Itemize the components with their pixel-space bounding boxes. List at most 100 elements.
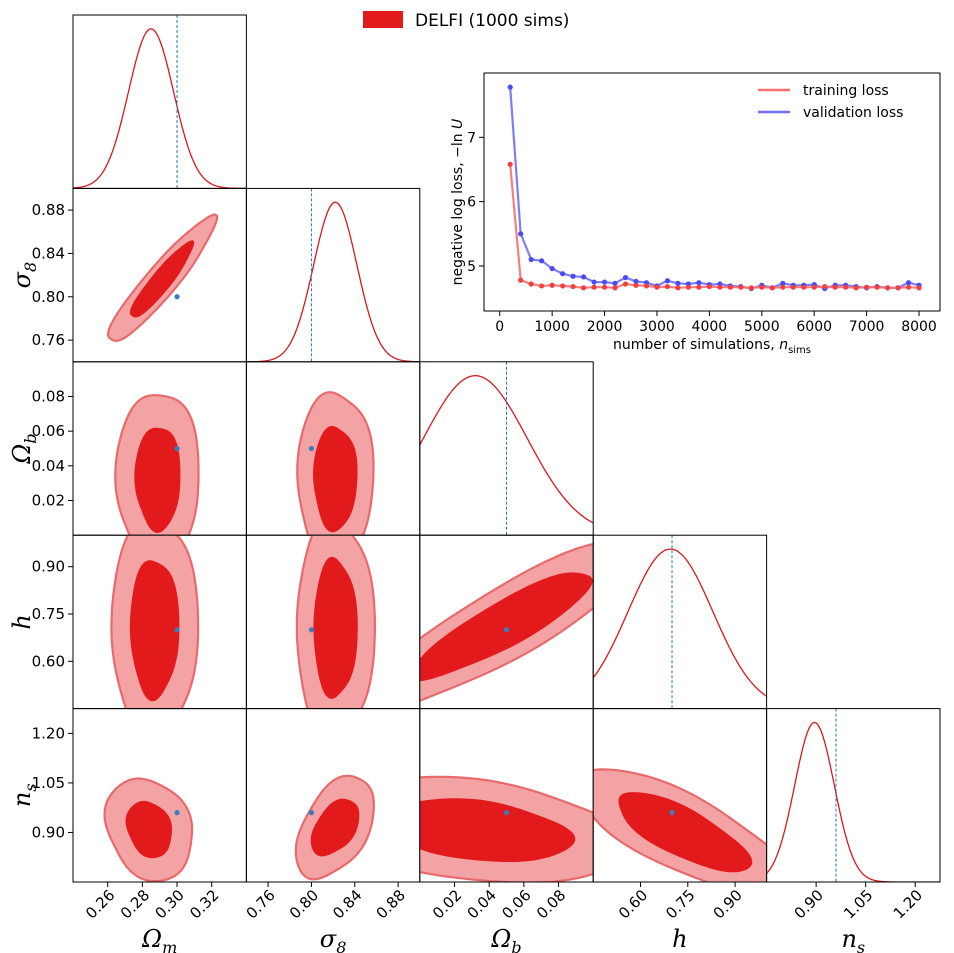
series-point-training: [884, 285, 891, 291]
ylabel-ns: ns: [8, 783, 40, 807]
series-point-training: [706, 283, 712, 290]
panel-frame: [766, 708, 941, 883]
inset-legend-label: validation loss: [803, 105, 903, 121]
series-line-validation: [509, 87, 920, 290]
inset-ylabel-text: negative log loss, −ln: [450, 133, 466, 285]
xlabel-symbol: Ω: [490, 925, 511, 953]
ytick-label: 0.75: [32, 605, 65, 623]
series-point-training: [696, 284, 702, 290]
series-point-training: [570, 283, 576, 290]
series-point-training: [518, 277, 524, 283]
series-point-training: [654, 284, 660, 290]
panel-Ob-Ob: [419, 361, 594, 536]
series-point-training: [769, 285, 775, 291]
truth-point-h-Om: [174, 627, 180, 633]
marginal-curve-Om: [73, 28, 247, 189]
series-point-training: [916, 285, 922, 291]
ytick-label: 0.06: [32, 422, 65, 440]
series-point-training: [748, 285, 754, 291]
xlabel-symbol: σ: [320, 925, 337, 953]
series-point-training: [780, 284, 786, 290]
contour-68-ns-h: [618, 792, 753, 873]
truth-point-ns-Om: [174, 810, 180, 816]
xtick-label: 0.90: [791, 886, 827, 922]
series-point-training: [905, 284, 912, 290]
inset-xtick-label: 5000: [744, 319, 780, 335]
inset-xtick-label: 3000: [639, 319, 675, 335]
series-point-training: [801, 284, 807, 290]
ytick-label: 0.02: [32, 492, 65, 510]
xlabel-subscript: 8: [336, 938, 346, 953]
ytick-label: 1.20: [32, 724, 65, 742]
series-point-validation: [507, 84, 513, 90]
contour-68-s8-Om: [129, 240, 195, 318]
series-point-validation: [591, 279, 597, 285]
series-point-validation: [696, 280, 702, 286]
xtick-label: 0.60: [615, 886, 651, 922]
contour-68-Ob-Om: [134, 427, 181, 533]
series-point-training: [528, 281, 534, 287]
ytick-label: 0.90: [32, 823, 65, 841]
panel-ns-s8: [294, 774, 376, 881]
ylabel-symbol: h: [8, 614, 36, 629]
xtick-label: 0.90: [710, 886, 746, 922]
series-point-validation: [905, 280, 912, 286]
inset-xlabel-text: number of simulations,: [613, 337, 779, 353]
xtick-label: 0.88: [373, 886, 409, 922]
series-point-training: [843, 284, 849, 290]
inset-ytick-label: 7: [467, 130, 476, 146]
xlabel-s8: σ8: [320, 925, 347, 953]
series-point-validation: [622, 274, 629, 281]
xlabel-subscript: m: [162, 938, 177, 953]
series-point-training: [633, 282, 639, 288]
series-point-validation: [539, 258, 545, 264]
ytick-label: 0.80: [32, 288, 65, 306]
series-point-training: [539, 283, 545, 289]
truth-point-ns-h: [669, 810, 675, 816]
xtick-label: 0.02: [429, 886, 465, 922]
truth-point-Ob-Om: [174, 445, 180, 452]
series-point-training: [601, 284, 608, 290]
xlabel-symbol: Ω: [141, 925, 162, 953]
panel-ns-Om: [103, 777, 194, 882]
series-point-validation: [518, 231, 524, 237]
contour-68-h-s8: [313, 556, 358, 699]
marginal-curve-s8: [246, 201, 420, 362]
ylabel-symbol: n: [8, 792, 36, 807]
series-point-validation: [612, 280, 618, 286]
xlabel-Om: Ωm: [141, 925, 177, 953]
inset-xtick-label: 2000: [587, 319, 623, 335]
inset-ylabel: negative log loss, −ln U: [450, 119, 466, 286]
ylabel-symbol: Ω: [8, 444, 36, 465]
panel-ns-ns: [766, 708, 940, 882]
ytick-label: 0.76: [32, 331, 65, 349]
panel-s8-s8: [246, 188, 420, 362]
panel-Ob-Om: [114, 394, 200, 536]
series-point-training: [822, 283, 828, 290]
panel-ns-Ob: [419, 775, 594, 882]
series-point-training: [622, 281, 629, 287]
series-point-training: [738, 284, 744, 290]
marginal-curve-h: [593, 548, 767, 697]
ytick-label: 1.05: [32, 774, 65, 792]
panel-frame: [245, 187, 421, 363]
xlabel-symbol: n: [841, 925, 856, 953]
xlabel-h: h: [672, 925, 687, 953]
panel-frame: [592, 534, 768, 710]
xlabel-ns: ns: [841, 925, 865, 953]
series-point-validation: [601, 279, 608, 285]
series-point-training: [560, 283, 566, 289]
series-point-training: [664, 283, 671, 290]
series-point-training: [717, 284, 723, 290]
ytick-label: 0.90: [32, 558, 65, 576]
xtick-label: 0.80: [286, 886, 322, 922]
panel-Ob-s8: [296, 391, 375, 536]
ytick-label: 0.04: [32, 457, 65, 475]
series-line-training: [509, 164, 920, 289]
series-point-training: [727, 284, 733, 290]
contour-68-Ob-s8: [313, 425, 358, 533]
inset-xlabel-math: n: [779, 337, 788, 353]
inset-xtick-label: 4000: [692, 319, 728, 335]
ylabel-s8: σ8: [8, 262, 40, 289]
series-point-training: [864, 284, 870, 290]
